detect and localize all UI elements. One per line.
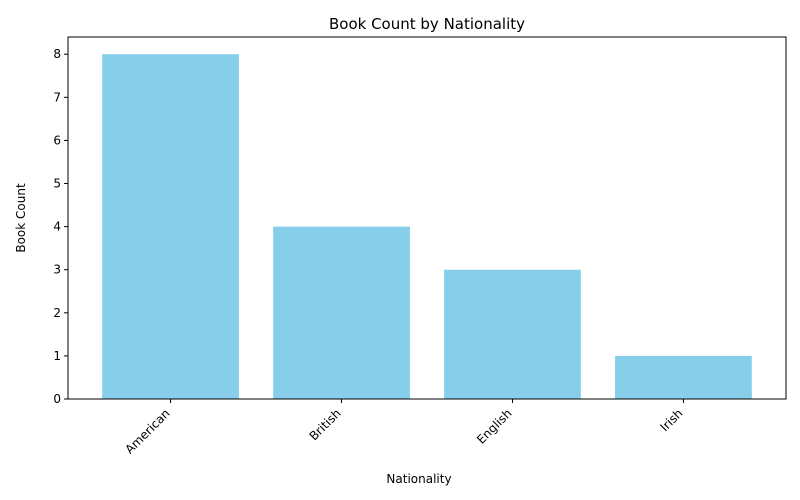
- x-tick-label-irish: Irish: [657, 406, 685, 434]
- y-tick-label: 2: [53, 306, 61, 320]
- y-tick-label: 7: [53, 90, 61, 104]
- y-axis-label: Book Count: [14, 183, 28, 253]
- x-tick-label-american: American: [122, 406, 172, 456]
- bar-american: [102, 54, 239, 399]
- y-tick-label: 5: [53, 177, 61, 191]
- bar-british: [273, 226, 410, 399]
- x-tick-label-english: English: [474, 406, 515, 447]
- y-tick-label: 8: [53, 47, 61, 61]
- bar-irish: [615, 355, 752, 399]
- bars-layer: [102, 54, 752, 399]
- x-axis-label: Nationality: [386, 472, 451, 486]
- y-axis: 0 1 2 3 4 5 6 7 8: [53, 47, 68, 406]
- bar-english: [444, 269, 581, 399]
- y-tick-label: 6: [53, 133, 61, 147]
- y-tick-label: 1: [53, 349, 61, 363]
- y-tick-label: 0: [53, 392, 61, 406]
- x-axis: American British English Irish: [122, 399, 686, 457]
- y-tick-label: 3: [53, 263, 61, 277]
- y-tick-label: 4: [53, 220, 61, 234]
- plot-area-frame: [67, 36, 787, 400]
- chart-title: Book Count by Nationality: [329, 15, 525, 33]
- x-tick-label-british: British: [307, 406, 344, 443]
